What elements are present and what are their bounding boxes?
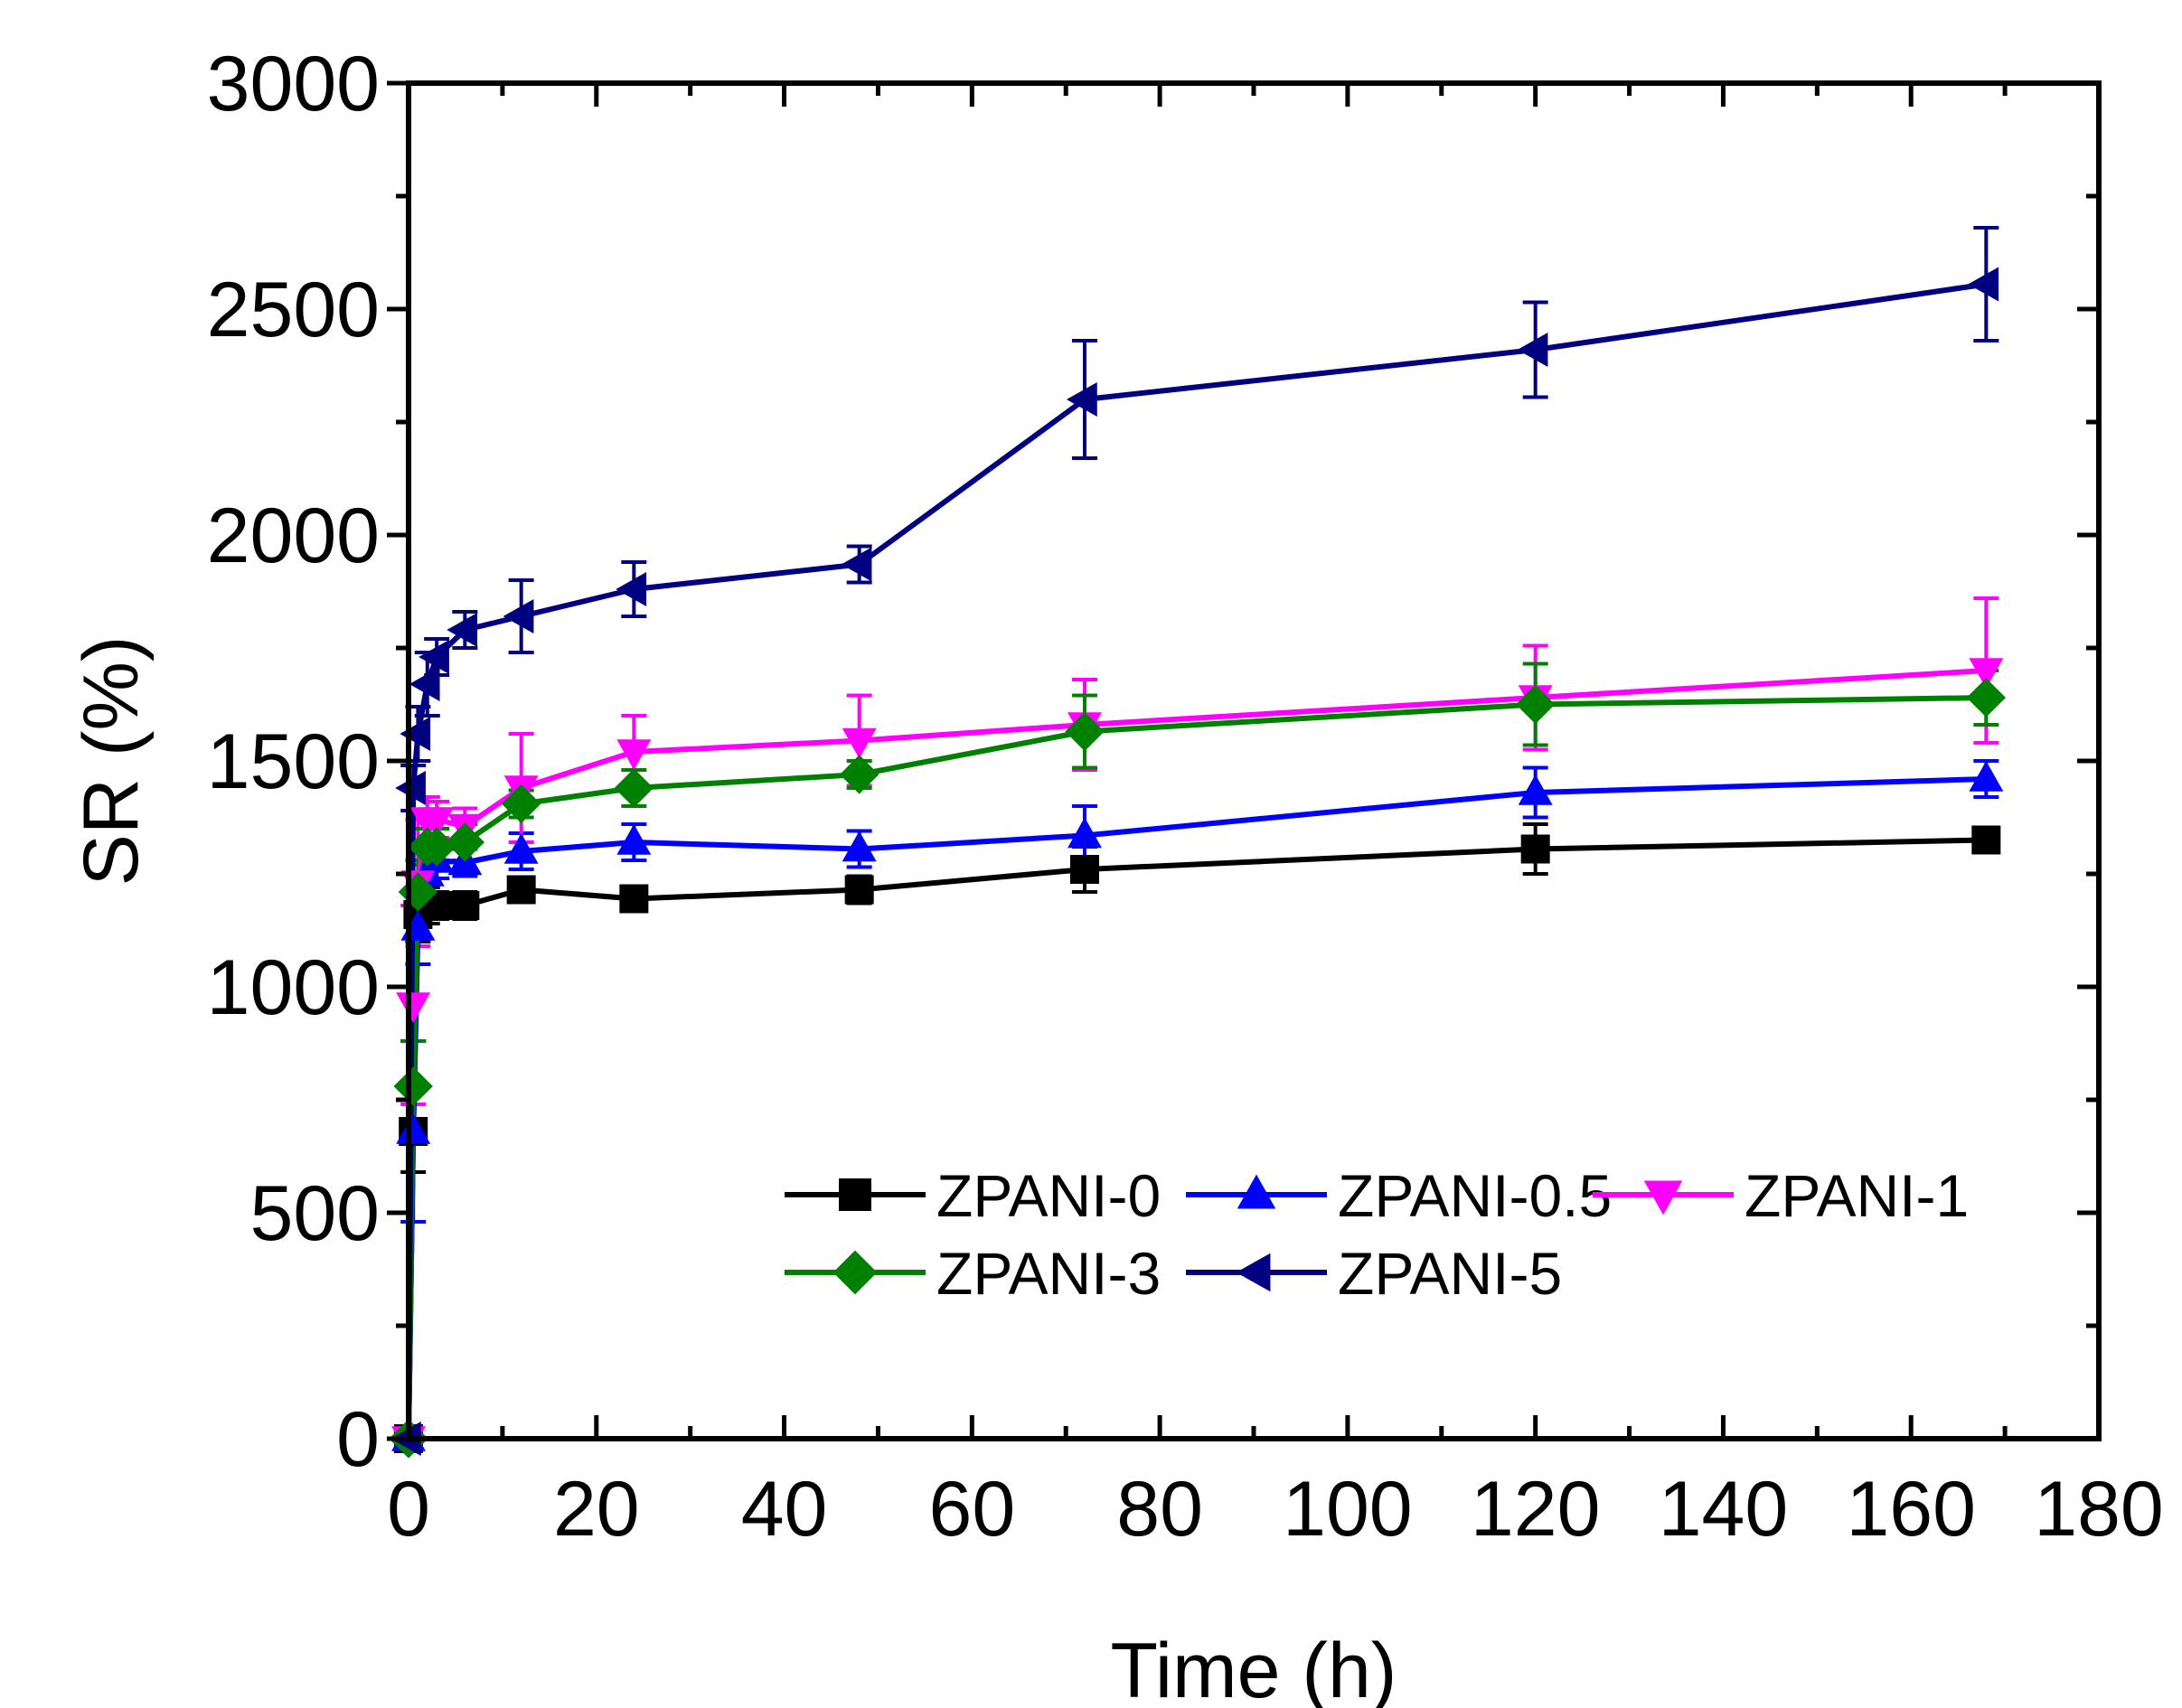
series-line-zpani-0 xyxy=(406,837,1987,1440)
x-tick-label: 0 xyxy=(387,1466,430,1553)
x-tick-label: 40 xyxy=(741,1466,828,1553)
data-point-zpani-0-5 xyxy=(503,832,539,864)
axis-ticks xyxy=(387,80,2102,1441)
data-point-zpani-0-5 xyxy=(842,831,877,862)
data-point-zpani-5 xyxy=(419,640,449,674)
data-point-zpani-1 xyxy=(419,807,455,839)
x-tick-label: 180 xyxy=(2034,1466,2164,1553)
legend-marker-zpani-3 xyxy=(832,1250,878,1295)
y-axis-label: SR (%) xyxy=(68,635,155,886)
legend-marker-zpani-0-5 xyxy=(1237,1174,1276,1209)
legend-item-zpani-5: ZPANI-5 xyxy=(1186,1240,1562,1307)
y-tick-label: 2500 xyxy=(207,267,380,353)
x-tick-labels: 0 20 40 60 80 100 120 140 160 180 xyxy=(387,1466,2164,1553)
data-point-zpani-5 xyxy=(400,717,431,751)
data-point-zpani-3 xyxy=(502,784,541,824)
data-point-zpani-5 xyxy=(841,547,872,582)
data-point-zpani-1 xyxy=(1969,658,2004,690)
legend-marker-zpani-0 xyxy=(839,1178,871,1211)
data-point-zpani-3 xyxy=(445,822,484,862)
y-tick-label: 1500 xyxy=(207,718,380,805)
data-point-zpani-0 xyxy=(619,884,649,914)
data-point-zpani-0 xyxy=(1070,855,1099,884)
data-point-zpani-0 xyxy=(1520,834,1550,864)
legend-item-zpani-0-5: ZPANI-0.5 xyxy=(1186,1162,1612,1229)
data-point-zpani-1 xyxy=(616,739,652,771)
data-point-zpani-5 xyxy=(1066,382,1097,417)
data-point-zpani-5 xyxy=(409,667,440,701)
legend-label: ZPANI-0.5 xyxy=(1338,1162,1612,1229)
data-point-zpani-1 xyxy=(396,992,431,1024)
x-tick-label: 120 xyxy=(1471,1466,1601,1553)
legend-item-zpani-0: ZPANI-0 xyxy=(785,1162,1161,1229)
series-markers xyxy=(389,267,2006,1459)
x-tick-label: 20 xyxy=(553,1466,640,1553)
data-point-zpani-5 xyxy=(616,572,647,606)
data-point-zpani-5 xyxy=(1517,333,1548,367)
data-point-zpani-5 xyxy=(1968,267,1999,302)
plot-frame xyxy=(406,80,2102,1441)
data-point-zpani-0 xyxy=(844,875,874,905)
series-line-zpani-0-5 xyxy=(406,776,1987,1440)
legend-label: ZPANI-5 xyxy=(1338,1240,1562,1307)
data-point-zpani-0-5 xyxy=(616,823,652,855)
data-point-zpani-0-5 xyxy=(1969,760,2004,792)
x-tick-label: 140 xyxy=(1659,1466,1789,1553)
legend-label: ZPANI-3 xyxy=(936,1240,1161,1307)
series-line-zpani-3 xyxy=(406,695,1987,1440)
x-tick-label: 100 xyxy=(1283,1466,1413,1553)
legend-item-zpani-3: ZPANI-3 xyxy=(785,1240,1161,1307)
legend-item-zpani-1: ZPANI-1 xyxy=(1593,1162,1969,1229)
data-point-zpani-1 xyxy=(842,727,877,759)
data-point-zpani-3 xyxy=(1065,711,1105,752)
legend-marker-zpani-5 xyxy=(1236,1253,1271,1292)
data-point-zpani-0-5 xyxy=(396,1112,431,1144)
data-point-zpani-3 xyxy=(1966,678,2006,718)
x-tick-label: 60 xyxy=(928,1466,1015,1553)
legend-label: ZPANI-1 xyxy=(1745,1162,1969,1229)
x-axis-label: Time (h) xyxy=(1111,1628,1397,1708)
x-tick-label: 160 xyxy=(1846,1466,1976,1553)
legend-marker-zpani-1 xyxy=(1643,1180,1683,1215)
data-point-zpani-3 xyxy=(614,768,654,808)
data-point-zpani-5 xyxy=(503,599,534,633)
data-point-zpani-5 xyxy=(447,613,478,647)
data-point-zpani-3 xyxy=(1516,684,1556,725)
data-point-zpani-3 xyxy=(393,1066,433,1106)
y-tick-label: 500 xyxy=(250,1170,381,1257)
y-tick-label: 1000 xyxy=(207,944,380,1031)
y-tick-label: 0 xyxy=(336,1396,380,1483)
y-tick-label: 3000 xyxy=(207,41,380,127)
x-tick-label: 80 xyxy=(1116,1466,1203,1553)
data-point-zpani-0-5 xyxy=(1067,817,1102,849)
y-tick-label: 2000 xyxy=(207,493,380,579)
data-point-zpani-0 xyxy=(506,875,536,905)
data-point-zpani-0-5 xyxy=(1518,774,1553,805)
data-point-zpani-0 xyxy=(1971,825,2001,855)
data-point-zpani-3 xyxy=(840,755,879,794)
data-point-zpani-0 xyxy=(450,891,480,920)
y-tick-labels: 0 500 1000 1500 2000 2500 3000 xyxy=(207,41,380,1483)
legend-label: ZPANI-0 xyxy=(936,1162,1161,1229)
legend: ZPANI-0 ZPANI-0.5 ZPANI-1 ZPANI-3 ZPANI-5 xyxy=(785,1162,1969,1307)
